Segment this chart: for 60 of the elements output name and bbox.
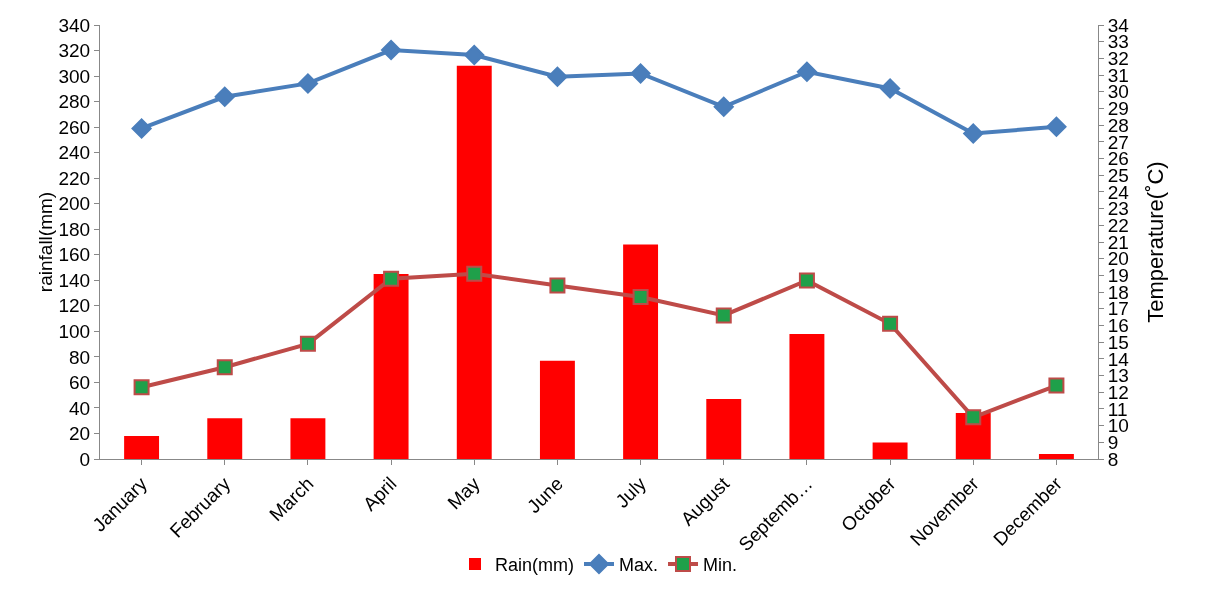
y-tick-label: 260 xyxy=(58,116,91,138)
legend-label: Min. xyxy=(703,555,738,576)
y-tick-label: 320 xyxy=(58,40,91,62)
point xyxy=(547,66,568,87)
bar xyxy=(789,333,825,459)
bar xyxy=(207,418,243,459)
legend-label: Max. xyxy=(619,555,659,576)
y-tick-label: 300 xyxy=(58,65,91,87)
point xyxy=(380,39,402,61)
point xyxy=(796,61,818,82)
y-tick-label: 220 xyxy=(58,167,91,189)
y-tick-label: 200 xyxy=(58,193,91,215)
y-tick-label: 80 xyxy=(69,346,91,368)
bar xyxy=(706,399,742,459)
bar xyxy=(872,442,908,459)
y2-axis-title: Temperature(˚C) xyxy=(1143,161,1168,323)
point xyxy=(632,289,649,306)
point xyxy=(965,409,982,426)
y-tick-label: 280 xyxy=(58,91,91,113)
y-tick-label: 100 xyxy=(58,321,91,342)
bar xyxy=(124,436,160,459)
legend-label: Rain(mm) xyxy=(495,555,574,576)
bar xyxy=(539,360,575,459)
point xyxy=(879,78,901,99)
point xyxy=(216,359,233,376)
y-tick-label: 140 xyxy=(58,269,91,291)
bar xyxy=(290,418,326,459)
y-tick-label: 340 xyxy=(58,14,91,36)
point xyxy=(297,73,319,94)
point xyxy=(798,272,815,289)
point xyxy=(466,265,483,282)
point xyxy=(131,118,152,139)
y-tick-label: 240 xyxy=(58,142,91,164)
x-tick-label: May xyxy=(443,472,485,514)
y-tick-label: 0 xyxy=(79,448,91,470)
bar xyxy=(1038,453,1074,459)
point xyxy=(1046,116,1067,137)
point xyxy=(713,96,734,117)
y-axis-title: rainfall(mm) xyxy=(35,191,57,293)
y-tick-label: 60 xyxy=(69,372,91,394)
point xyxy=(1048,377,1065,394)
bar xyxy=(373,273,409,459)
point xyxy=(715,307,732,324)
point xyxy=(549,277,566,294)
point xyxy=(630,63,651,84)
point xyxy=(383,270,400,287)
point xyxy=(299,335,316,352)
y-tick-label: 180 xyxy=(58,218,91,240)
bar xyxy=(456,65,492,459)
bar xyxy=(623,244,659,459)
point xyxy=(882,315,899,332)
point xyxy=(963,123,984,144)
y-tick-label: 160 xyxy=(58,244,91,266)
point xyxy=(464,44,485,66)
y-tick-label: 20 xyxy=(69,423,91,445)
y-tick-label: 40 xyxy=(69,397,91,419)
point xyxy=(133,379,150,396)
y-tick-label: 120 xyxy=(58,295,91,317)
x-tick-label: July xyxy=(611,472,651,512)
point xyxy=(214,86,235,107)
